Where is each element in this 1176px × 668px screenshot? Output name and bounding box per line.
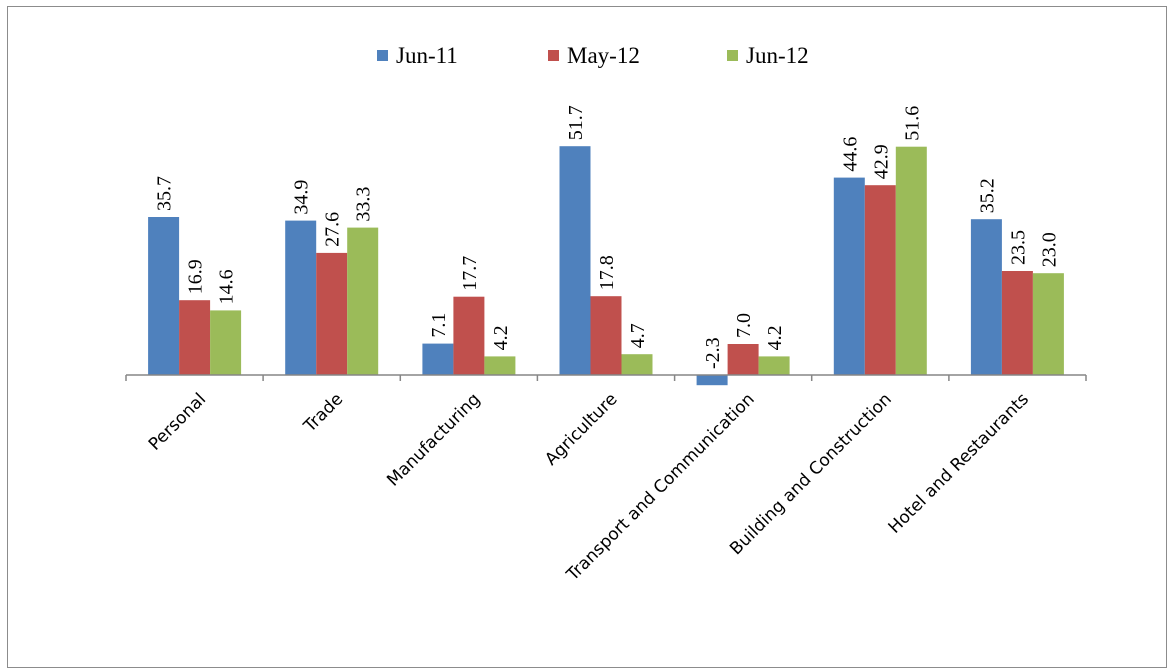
bar-building-and-construction-jun-12 xyxy=(895,146,927,375)
value-label-transport-and-communication-may-12: 7.0 xyxy=(733,313,755,338)
bar-hotel-and-restaurants-may-12 xyxy=(1001,271,1033,375)
legend-label-jun-11: Jun-11 xyxy=(396,43,458,68)
value-label-building-and-construction-jun-12: 51.6 xyxy=(901,106,923,141)
legend-label-may-12: May-12 xyxy=(567,43,640,68)
value-label-hotel-and-restaurants-jun-12: 23.0 xyxy=(1038,232,1060,267)
bar-personal-jun-11 xyxy=(148,217,180,375)
value-label-personal-jun-11: 35.7 xyxy=(154,176,176,211)
bar-transport-and-communication-jun-12 xyxy=(758,356,790,375)
bar-trade-jun-12 xyxy=(347,227,379,375)
category-label-manufacturing: Manufacturing xyxy=(383,389,484,490)
value-label-personal-jun-12: 14.6 xyxy=(216,269,238,304)
value-label-trade-may-12: 27.6 xyxy=(322,212,344,247)
category-label-trade: Trade xyxy=(299,389,347,437)
value-label-hotel-and-restaurants-may-12: 23.5 xyxy=(1007,230,1029,265)
category-label-hotel-and-restaurants: Hotel and Restaurants xyxy=(885,389,1033,537)
bar-transport-and-communication-may-12 xyxy=(727,344,759,375)
bar-trade-may-12 xyxy=(316,252,348,375)
bar-manufacturing-may-12 xyxy=(453,296,485,375)
value-label-personal-may-12: 16.9 xyxy=(185,259,207,294)
bar-hotel-and-restaurants-jun-12 xyxy=(1032,273,1064,375)
value-label-hotel-and-restaurants-jun-11: 35.2 xyxy=(976,178,998,213)
bar-trade-jun-11 xyxy=(285,220,317,375)
legend-label-jun-12: Jun-12 xyxy=(746,43,809,68)
bar-hotel-and-restaurants-jun-11 xyxy=(970,219,1002,375)
legend-swatch-jun-11 xyxy=(377,50,388,61)
value-label-trade-jun-12: 33.3 xyxy=(353,187,375,222)
bar-personal-may-12 xyxy=(179,300,211,375)
value-label-transport-and-communication-jun-12: 4.2 xyxy=(764,325,786,350)
value-label-manufacturing-may-12: 17.7 xyxy=(459,256,481,291)
bar-agriculture-may-12 xyxy=(590,296,622,375)
bar-agriculture-jun-11 xyxy=(559,146,591,375)
bar-agriculture-jun-12 xyxy=(621,354,653,375)
value-label-trade-jun-11: 34.9 xyxy=(291,180,313,215)
value-label-agriculture-jun-12: 4.7 xyxy=(627,323,649,348)
legend-swatch-may-12 xyxy=(548,50,559,61)
bar-building-and-construction-may-12 xyxy=(864,185,896,375)
bar-manufacturing-jun-12 xyxy=(484,356,516,375)
value-label-building-and-construction-jun-11: 44.6 xyxy=(839,137,861,172)
value-label-manufacturing-jun-12: 4.2 xyxy=(490,325,512,350)
value-label-transport-and-communication-jun-11: -2.3 xyxy=(702,337,724,369)
value-label-building-and-construction-may-12: 42.9 xyxy=(870,144,892,179)
value-label-agriculture-jun-11: 51.7 xyxy=(565,105,587,140)
bar-manufacturing-jun-11 xyxy=(422,343,454,375)
category-label-agriculture: Agriculture xyxy=(541,389,621,469)
legend-swatch-jun-12 xyxy=(727,50,738,61)
bar-transport-and-communication-jun-11 xyxy=(696,375,728,386)
value-label-agriculture-may-12: 17.8 xyxy=(596,255,618,290)
bar-building-and-construction-jun-11 xyxy=(833,177,865,375)
bar-personal-jun-12 xyxy=(210,310,242,375)
category-label-personal: Personal xyxy=(145,389,210,454)
value-label-manufacturing-jun-11: 7.1 xyxy=(428,313,450,338)
category-label-building-and-construction: Building and Construction xyxy=(726,389,896,559)
